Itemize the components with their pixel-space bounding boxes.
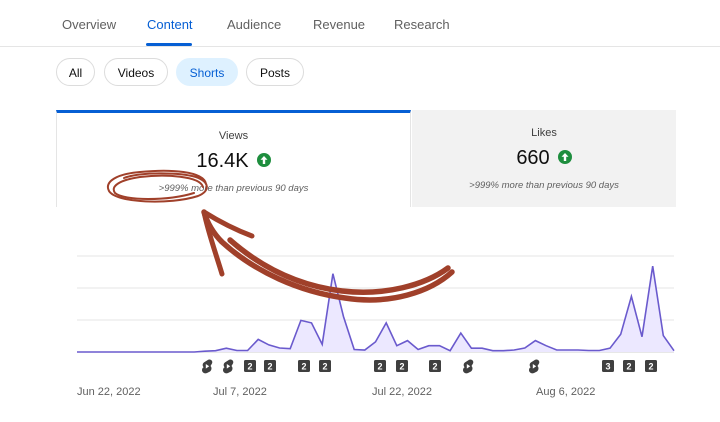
badge-count-label: 2: [432, 362, 437, 372]
filter-chip-posts[interactable]: Posts: [246, 58, 304, 86]
badge-count-label: 2: [626, 362, 631, 372]
up-arrow-icon: [256, 153, 271, 168]
video-count-badge: [244, 360, 256, 372]
video-count-badge: [645, 360, 657, 372]
filter-chip-all[interactable]: All: [56, 58, 95, 86]
badge-count-label: 2: [399, 362, 404, 372]
likes-comparison: >999% more than previous 90 days: [469, 180, 619, 191]
badge-count-label: 3: [605, 362, 610, 372]
video-count-badge: [396, 360, 408, 372]
video-count-badge: [319, 360, 331, 372]
views-value: 16.4K: [196, 150, 249, 172]
filter-chip-videos[interactable]: Videos: [104, 58, 168, 86]
active-tab-indicator: [146, 43, 192, 46]
filter-chip-shorts[interactable]: Shorts: [176, 58, 238, 86]
views-line: [77, 265, 675, 353]
badge-count-label: 2: [301, 362, 306, 372]
x-axis-tick-label: Jul 22, 2022: [372, 386, 432, 398]
likes-metric-card[interactable]: Likes 660 >999% more than previous 90 da…: [412, 110, 676, 207]
video-count-badge: [429, 360, 441, 372]
shorts-icon: [202, 359, 213, 374]
views-area-fill: [77, 266, 674, 352]
badge-count-label: 2: [377, 362, 382, 372]
likes-label: Likes: [531, 127, 557, 139]
tab-overview[interactable]: Overview: [62, 17, 117, 32]
x-axis-tick-label: Aug 6, 2022: [536, 386, 596, 398]
badge-count-label: 2: [322, 362, 327, 372]
tab-content[interactable]: Content: [147, 17, 193, 32]
tab-revenue[interactable]: Revenue: [313, 17, 366, 32]
shorts-icon: [223, 359, 234, 374]
video-count-badge: [623, 360, 635, 372]
video-count-badge: [374, 360, 386, 372]
tab-audience[interactable]: Audience: [227, 17, 282, 32]
badge-count-label: 2: [247, 362, 252, 372]
views-label: Views: [218, 130, 249, 142]
publish-markers-row: 2 2 2 2 2 2 2 3 2 2: [202, 359, 657, 374]
likes-value: 660: [516, 147, 550, 169]
x-axis-tick-label: Jun 22, 2022: [77, 386, 141, 398]
video-count-badge: [298, 360, 310, 372]
x-axis-tick-label: Jul 7, 2022: [213, 386, 267, 398]
tab-research[interactable]: Research: [394, 17, 450, 32]
chart-gridlines: [77, 255, 674, 353]
up-arrow-icon: [557, 150, 572, 165]
top-tab-bar: Overview Content Audience Revenue Resear…: [0, 0, 720, 47]
video-count-badge: [602, 360, 614, 372]
badge-count-label: 2: [648, 362, 653, 372]
video-count-badge: [264, 360, 276, 372]
badge-count-label: 2: [267, 362, 272, 372]
views-comparison: >999% more than previous 90 days: [158, 183, 309, 194]
shorts-icon: [463, 359, 474, 374]
shorts-icon: [529, 359, 540, 374]
